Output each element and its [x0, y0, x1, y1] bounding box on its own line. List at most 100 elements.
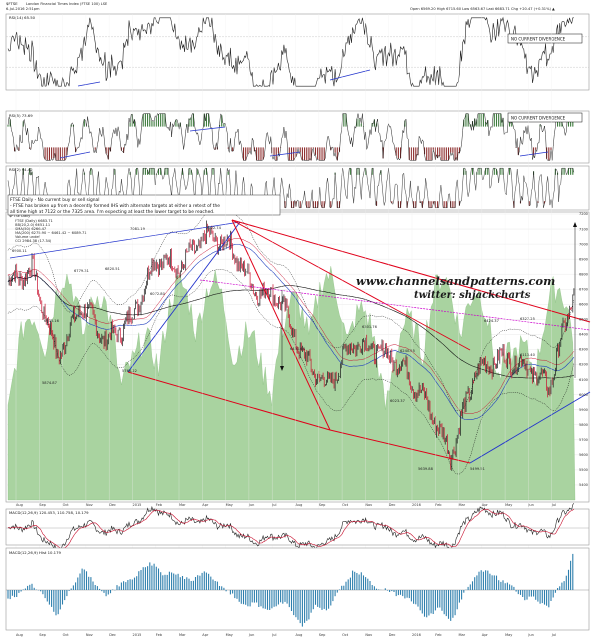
x-tick-label: Apr — [202, 503, 209, 507]
x-tick-label: May — [226, 633, 233, 637]
price-annotation: 5768.22 — [122, 369, 137, 373]
divergence-line — [77, 81, 101, 87]
base-red-line — [329, 429, 471, 464]
x-tick-label: May — [505, 633, 512, 637]
y-tick-label: 5800 — [579, 423, 588, 427]
price-annotation: 6424.37 — [484, 319, 499, 323]
commentary-line: FTSE Daily - No current buy or sell sign… — [10, 197, 99, 203]
watermark-site: www.channelsandpatterns.com — [356, 274, 555, 288]
rsi14-label: RSI(14) 65.50 — [9, 15, 36, 20]
x-tick-label: Feb — [435, 633, 442, 637]
x-tick-label: Oct — [63, 633, 70, 637]
divergence-note: NO CURRENT DIVERGENCE — [511, 37, 566, 42]
main-legend: $FTSE Daily FTSE (Daily) 6683.71 BB(20,2… — [9, 214, 87, 243]
legend-item: CCI 2984.38 (17.34) — [15, 239, 52, 243]
commentary-line: all time high at 7122 or the 7325 area. … — [10, 209, 214, 215]
x-tick-label: Aug — [16, 633, 23, 637]
x-tick-label: Jul — [271, 633, 276, 637]
x-tick-label: Feb — [156, 633, 163, 637]
x-tick-label: Feb — [156, 503, 163, 507]
x-tick-label: Jun — [248, 633, 254, 637]
x-tick-label: Jun — [527, 503, 533, 507]
y-tick-label: 7000 — [579, 242, 588, 246]
price-annotation: 6240.55 — [400, 349, 415, 353]
rsi2-label: RSI(2) 94.42 — [9, 167, 33, 172]
chart-date: 6-Jul-2016 2:51pm — [6, 7, 40, 11]
macd-label: MACD(12,26,9) 120.453, 110.758, 10.179 — [9, 510, 89, 515]
rsi14-frame — [5, 13, 590, 91]
x-tick-label: Aug — [296, 503, 303, 507]
x-tick-label: Jul — [551, 503, 556, 507]
x-tick-label: Dec — [389, 503, 396, 507]
bollinger-lower — [7, 269, 575, 475]
down-arrow-icon — [280, 366, 284, 371]
downtrend-red-line — [231, 219, 471, 351]
x-tick-label: Jul — [551, 633, 556, 637]
legend-item: BB(20,2.0) 6651.11 — [15, 223, 50, 227]
x-tick-label: Dec — [109, 503, 116, 507]
x-tick-label: Jul — [271, 503, 276, 507]
ma200-line — [7, 275, 574, 379]
price-annotation: 5499.51 — [470, 467, 485, 471]
price-annotation: 6072.80 — [150, 292, 166, 296]
y-tick-label: 5700 — [579, 438, 588, 442]
x-tick-label: Mar — [179, 633, 186, 637]
price-panel: 6900.11 6779.31 7081.19 7122.74 6535.16 6820.… — [5, 194, 591, 503]
x-tick-label: Aug — [296, 633, 303, 637]
sma50-line — [7, 244, 575, 420]
channel-blue-line — [127, 221, 241, 373]
divergence-note-2: NO CURRENT DIVERGENCE — [511, 116, 566, 121]
y-tick-label: 5400 — [579, 483, 588, 487]
divergence-box — [507, 33, 583, 44]
x-tick-label: Apr — [202, 633, 209, 637]
price-annotation: 6820.51 — [105, 267, 120, 271]
macd-line — [7, 503, 575, 553]
legend-item: MA(200) 6275.90 ~ 6461.42 ~ 6089.71 — [15, 231, 87, 235]
price-annotation: 6535.16 — [44, 319, 60, 323]
divergence-line — [519, 151, 549, 157]
y-tick-label: 6900 — [579, 257, 588, 261]
ema-line — [7, 238, 575, 414]
symbol-label: $FTSE — [6, 1, 18, 6]
y-tick-label: 6400 — [579, 333, 588, 337]
x-tick-label: Feb — [435, 503, 442, 507]
x-tick-label: Mar — [179, 503, 186, 507]
y-tick-label: 7200 — [579, 212, 588, 216]
up-arrow-icon — [573, 222, 577, 227]
price-annotation: 7081.19 — [130, 227, 146, 231]
index-name: London Financial Times Index (FTSE 100) … — [26, 2, 108, 6]
x-tick-label: Jun — [248, 503, 254, 507]
x-tick-label: May — [505, 503, 512, 507]
x-tick-label: Nov — [86, 503, 93, 507]
x-tick-label: Dec — [109, 633, 116, 637]
x-tick-label: Dec — [389, 633, 396, 637]
macd-signal-line — [7, 508, 575, 549]
y-tick-label: 6700 — [579, 287, 588, 291]
divergence-box-2 — [507, 112, 583, 123]
x-tick-label: Mar — [459, 633, 466, 637]
magenta-support-line — [199, 279, 591, 331]
x-tick-label: Nov — [86, 633, 93, 637]
y-tick-label: 7100 — [579, 227, 588, 231]
bollinger-upper — [7, 205, 575, 412]
y-tick-label: 6100 — [579, 378, 588, 382]
legend-item: FTSE (Daily) 6683.71 — [15, 219, 53, 223]
x-tick-label: Oct — [342, 633, 349, 637]
y-tick-label: 6000 — [579, 393, 588, 397]
x-tick-label: Sep — [319, 633, 326, 637]
x-tick-label: Jun — [527, 633, 533, 637]
x-tick-label: May — [226, 503, 233, 507]
x-tick-label: Oct — [63, 503, 70, 507]
channel-top-blue-line — [9, 221, 241, 259]
wedge-red-line — [231, 219, 331, 431]
rsi5-panel: RSI(5) 73.69 NO CURRENT DIVERGENCE — [5, 110, 590, 164]
x-tick-label: 2016 — [412, 633, 421, 637]
y-tick-label: 5900 — [579, 408, 588, 412]
main-panel-label: $FTSE Daily — [9, 214, 31, 218]
quote-line: Open 6569.20 High 6715.60 Low 6563.67 La… — [410, 7, 555, 11]
rising-support-line — [469, 391, 591, 464]
x-tick-label: Sep — [39, 503, 46, 507]
histogram-label: MACD(12,26,9) Hist 10.179 — [9, 550, 61, 555]
price-annotation: 6301.76 — [362, 325, 378, 329]
